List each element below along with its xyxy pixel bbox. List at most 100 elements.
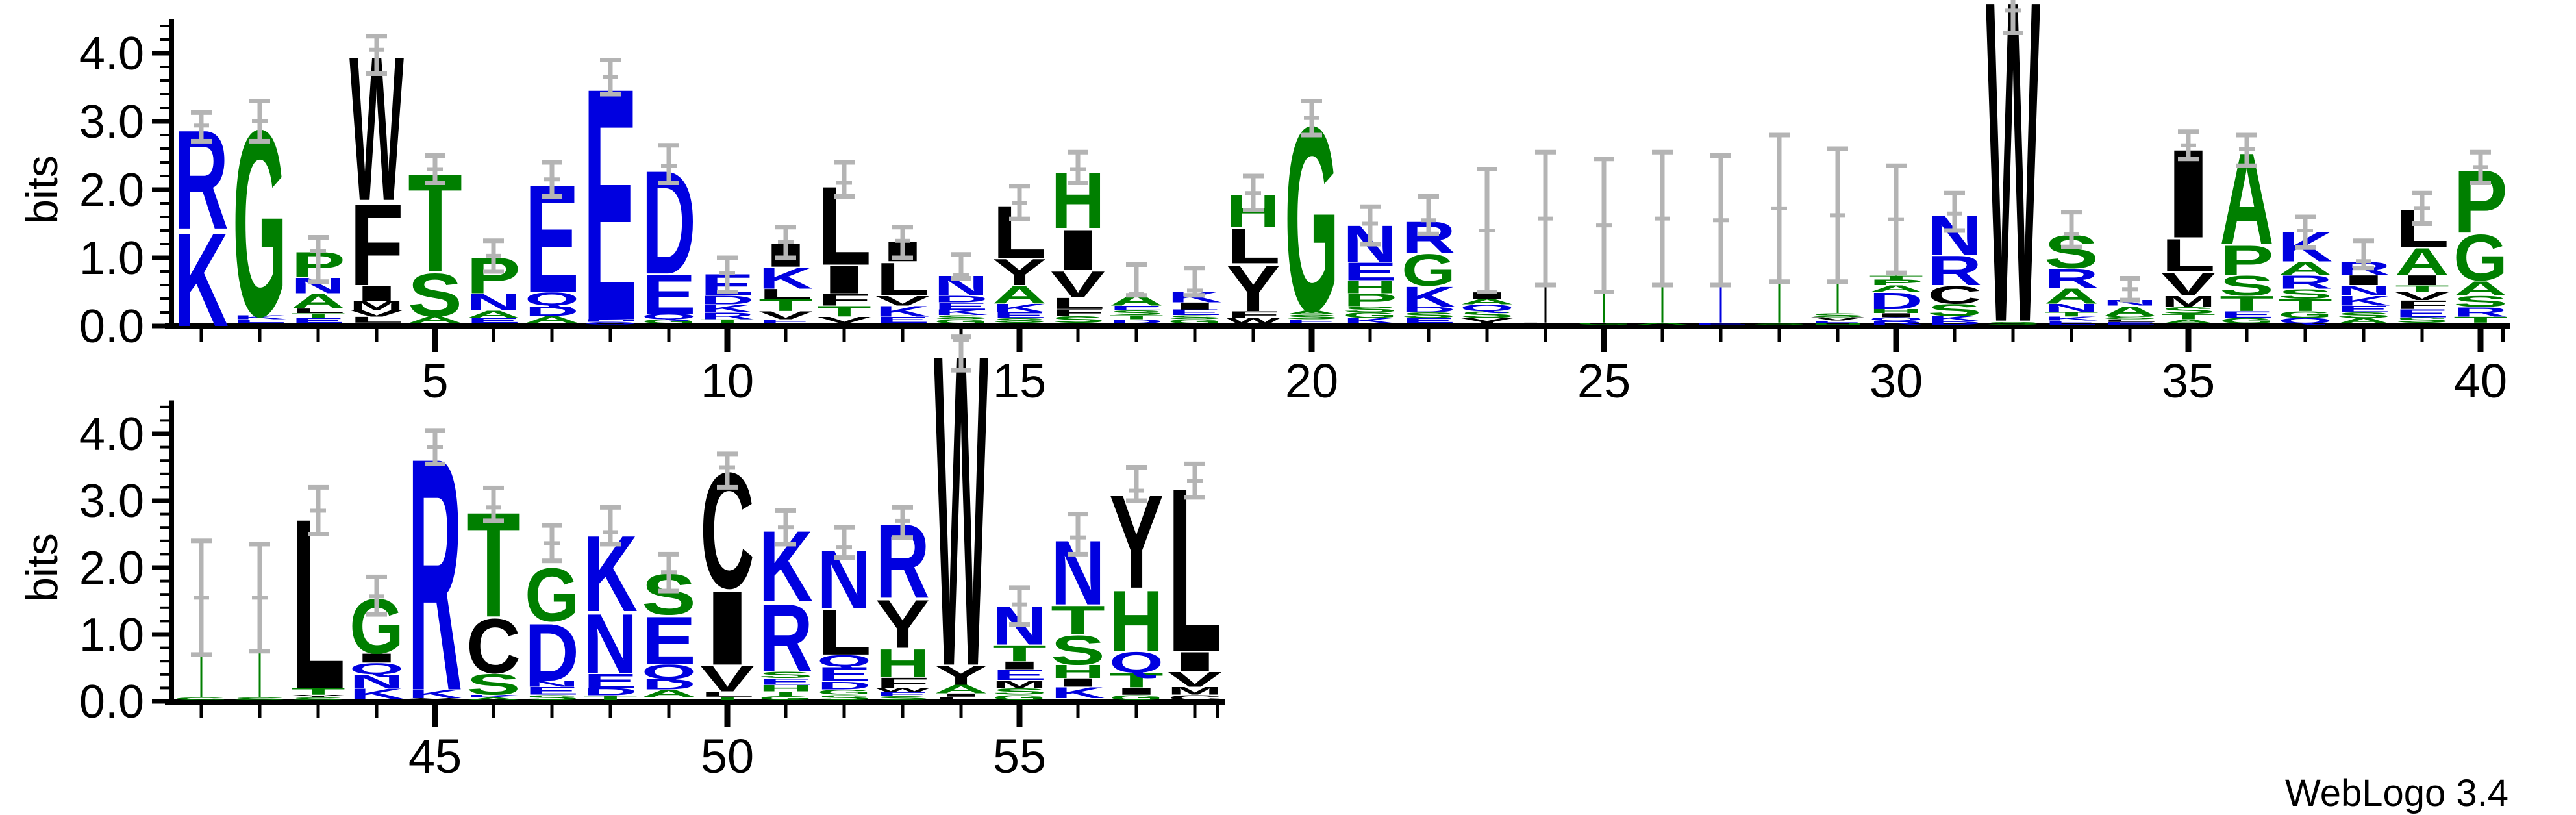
error-bar-cap-top [249,542,270,547]
error-bar-23 [1477,167,1497,294]
error-bar-line [842,527,847,558]
error-bar-cap-top [1243,173,1264,179]
logo-letter-D-22: D [1401,306,1456,314]
error-bar-line [1192,268,1197,295]
logo-letter-D-14: D [934,294,988,304]
logo-letter-S-16: S [1051,314,1105,325]
x-axis-tick [375,329,379,342]
logo-letter-H-21: H [1343,277,1397,297]
error-bar-cap-top [892,225,913,230]
stack-pos-13: EKVLI [875,225,930,325]
y-axis-minor-tick [160,202,171,205]
error-bar-cap-mid [2239,147,2255,151]
error-bar-9 [658,143,679,185]
error-bar-51 [775,508,796,547]
error-bar-55 [1009,585,1030,627]
error-bar-35 [2178,129,2199,162]
y-axis-minor-tick [160,593,171,596]
error-bar-line [374,36,379,74]
stack-pos-26: A [1635,149,1690,325]
y-axis-minor-tick [160,686,171,690]
error-bar-cap-bottom [425,181,445,185]
error-bar-cap-bottom [542,194,562,199]
logo-letter-D-8: D [583,319,638,323]
error-bar-cap-top [366,574,387,579]
error-bar-cap-top [1009,184,1030,189]
error-bar-line [2361,240,2366,268]
logo-letter-E-9: E [642,264,696,325]
x-axis-tick [959,704,963,718]
logo-letter-E-21: E [1343,257,1397,286]
error-bar-cap-mid [1538,216,1553,221]
error-bar-cap-top [834,160,855,165]
error-bar-37 [2295,214,2316,250]
logo-letter-F-16: F [1051,307,1105,318]
x-axis-tick [784,329,788,342]
y-axis-tick-label: 3.0 [79,96,144,148]
logo-letter-G-36: G [2220,317,2274,325]
logo-letter-K-44: K [349,685,404,701]
logo-letter-Q-57: Q [1109,646,1164,679]
x-axis-tick [1308,329,1315,352]
error-bar-cap-mid [1362,221,1378,226]
logo-letter-L-34: L [2103,318,2157,322]
error-bar-12 [834,160,855,199]
logo-letter-S-21: S [1343,305,1397,314]
error-bar-cap-bottom [1535,282,1556,288]
x-axis-tick [901,704,905,718]
error-bar-cap-bottom [1769,279,1790,284]
logo-letter-F-39: F [2395,298,2449,312]
logo-letter-I-18: I [1168,301,1222,312]
logo-letter-V-29: V [1810,316,1865,321]
error-bar-cap-bottom [1594,290,1614,294]
logo-letter-S-15: S [992,317,1047,324]
error-bar-cap-bottom [2295,245,2316,250]
error-bar-cap-top [1360,204,1381,209]
logo-letter-Y-54: Y [934,660,988,691]
error-bar-cap-bottom [1243,208,1264,212]
logo-letter-A-46: A [466,697,521,701]
error-bar-cap-top [483,485,504,490]
y-axis-minor-tick [160,243,171,245]
error-bar-16 [1068,149,1088,185]
error-bar-cap-mid [1479,229,1495,232]
error-bar-cap-mid [1187,479,1203,483]
error-bar-cap-bottom [1827,279,1848,284]
logo-letter-K-2: K [232,314,287,321]
x-axis-tick [316,704,320,718]
logo-letter-E-55: E [992,667,1047,683]
error-bar-3 [308,235,329,284]
error-bar-cap-top [1068,512,1088,517]
error-bar-14 [951,252,971,281]
logo-letter-E-18: E [1168,308,1222,317]
y-axis-minor-tick [160,419,171,422]
error-bar-46 [483,485,504,523]
error-bar-cap-bottom [1418,231,1439,236]
logo-letter-Q-7: Q [525,289,579,310]
logo-letter-P-21: P [1343,290,1397,310]
logo-letter-R-37: R [2278,271,2332,292]
logo-letter-D-17: D [1109,318,1164,325]
error-bar-11 [775,225,796,260]
error-bar-cap-mid [486,505,501,510]
logo-letter-F-53: F [875,675,930,691]
error-bar-cap-mid [2005,8,2021,13]
error-bar-cap-top [834,525,855,530]
x-axis-tick-label: 40 [2454,354,2507,408]
x-axis-tick-label: 10 [701,354,754,408]
error-bar-cap-bottom [717,290,738,294]
logo-letter-T-30: T [1869,275,1923,281]
error-bar-cap-top [2236,132,2257,138]
logo-letter-H-56: H [1051,661,1105,681]
y-axis-minor-tick [160,93,171,95]
logo-letter-T-56: T [1051,597,1105,643]
x-axis-tick [1660,329,1664,342]
error-bar-cap-bottom [1301,132,1322,138]
